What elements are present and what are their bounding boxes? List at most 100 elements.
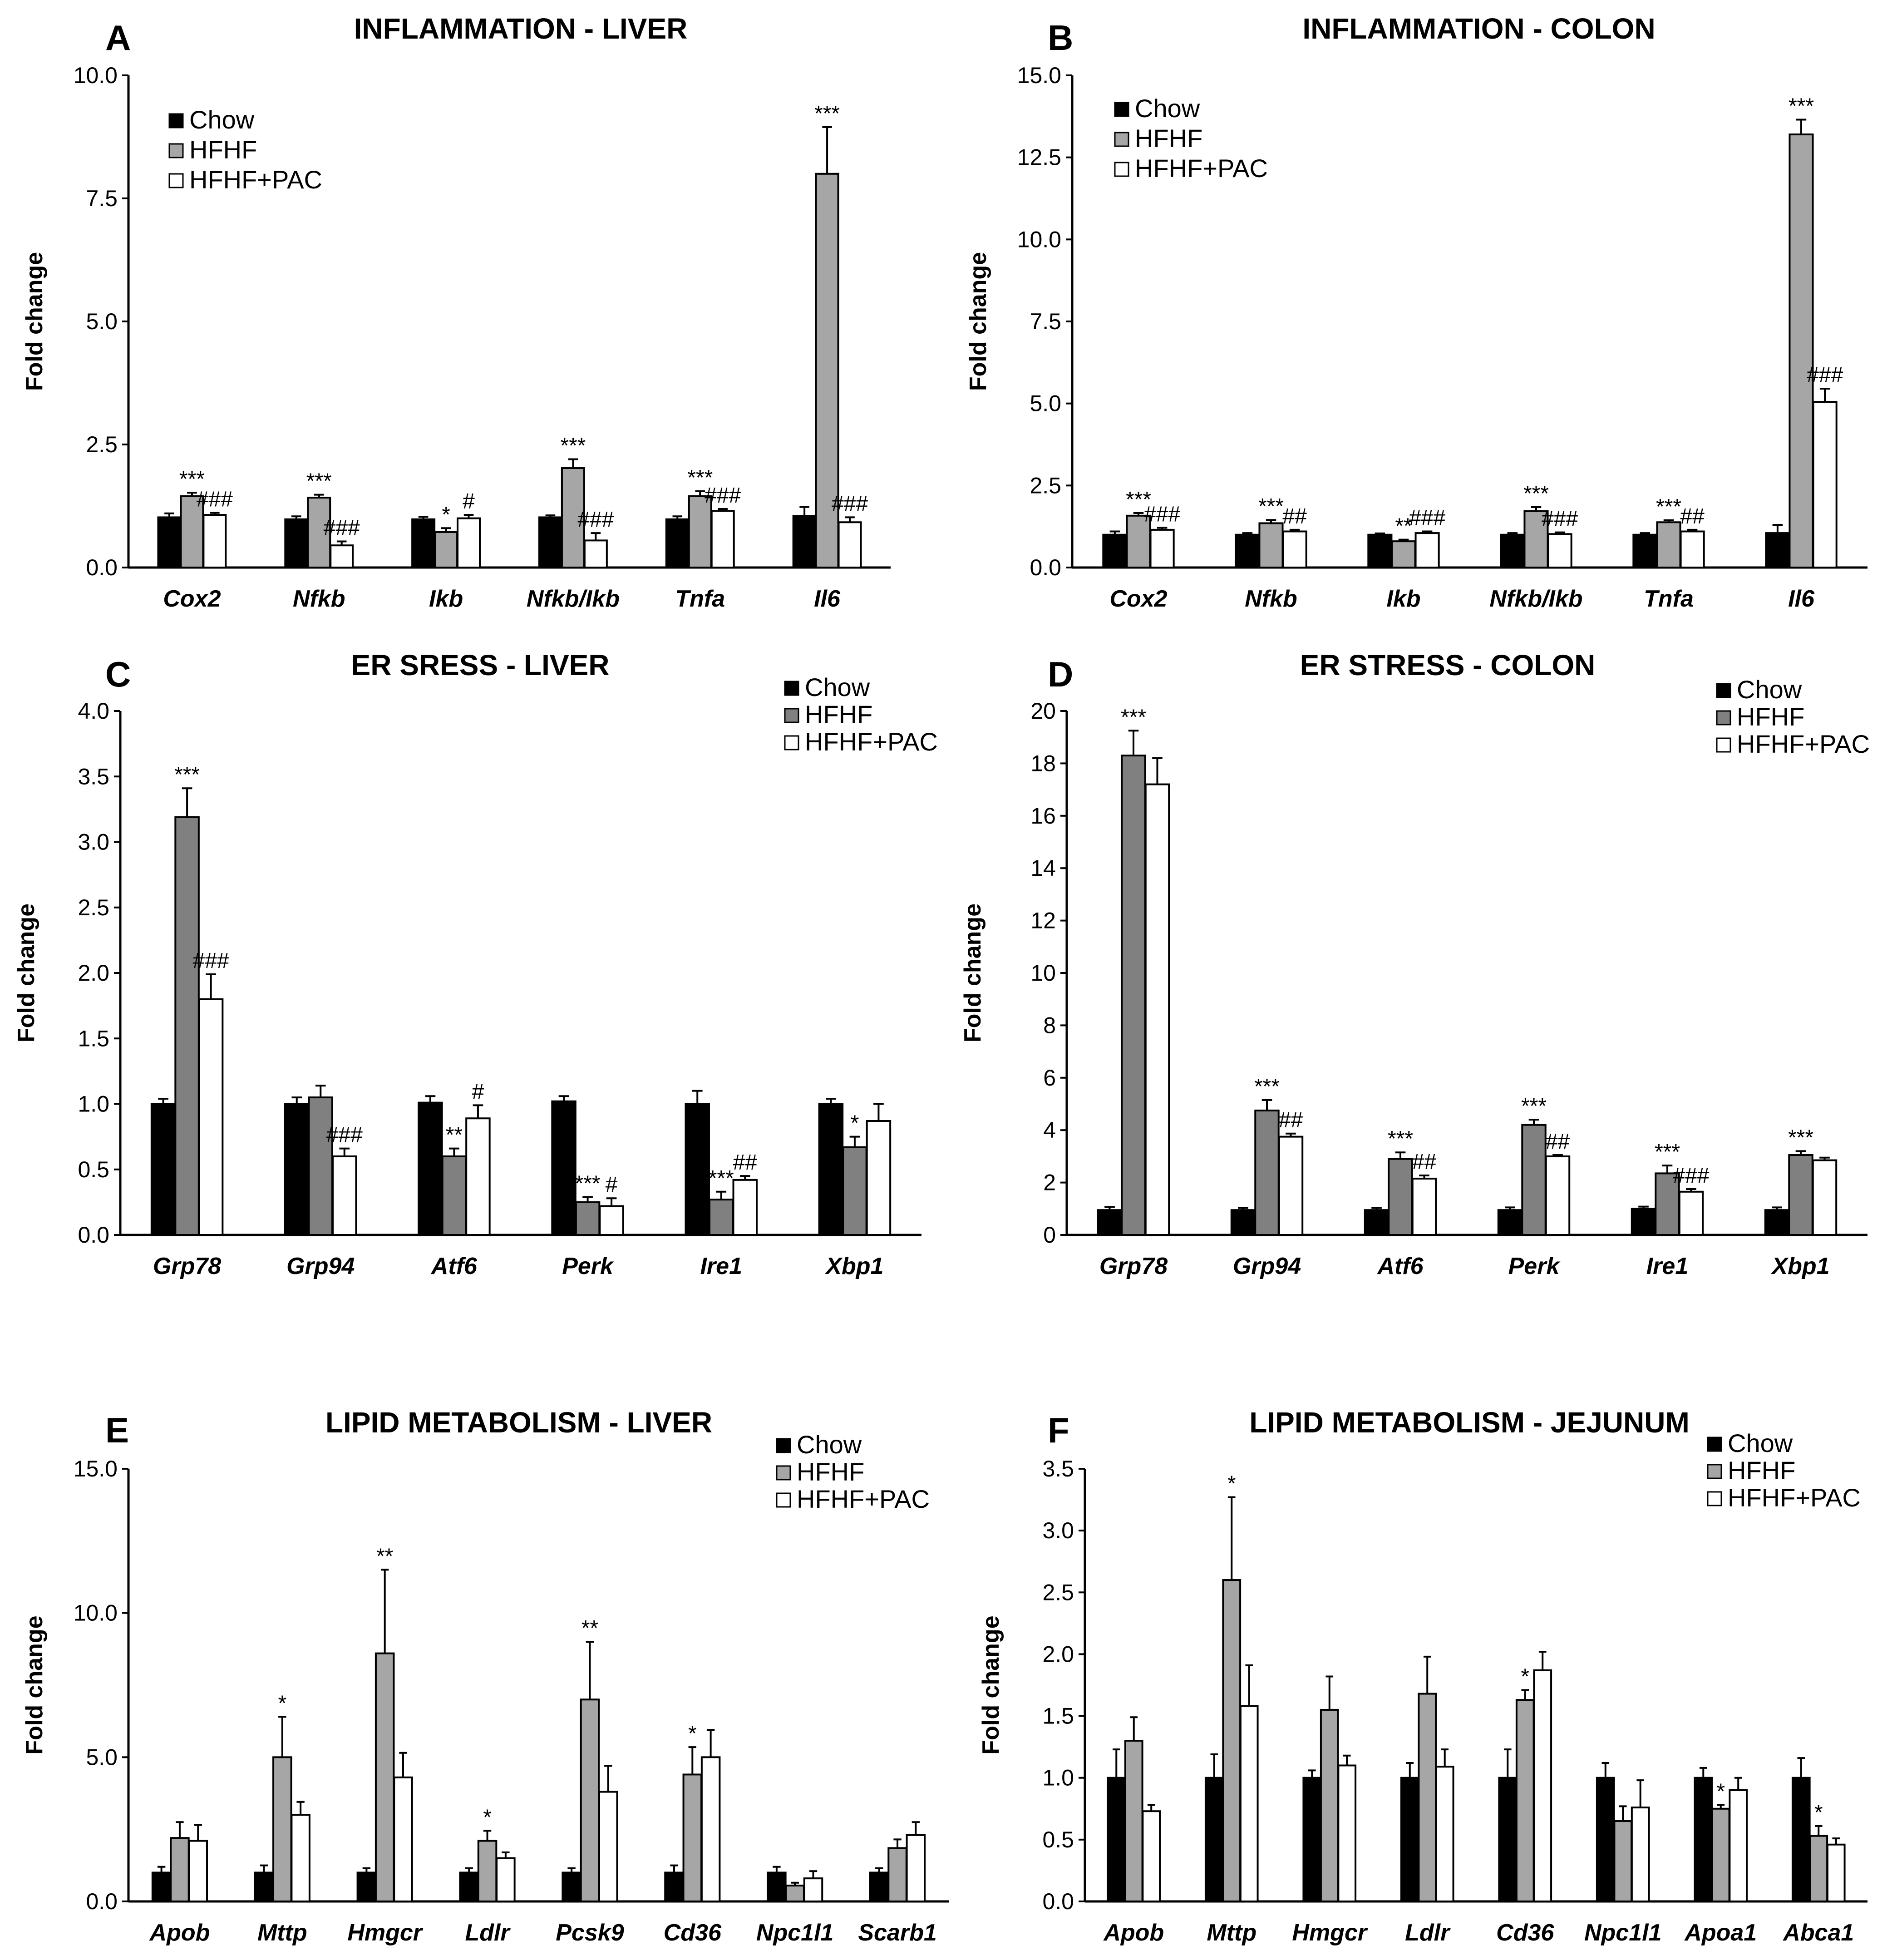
bar-E-chow-Hmgcr: [356, 1871, 377, 1903]
bar-E-chow-Mttp: [254, 1871, 274, 1903]
chart-title-C: ER SRESS - LIVER: [351, 649, 610, 681]
significance-label-E: *: [688, 1722, 697, 1746]
bar-B-pac-NfkbIkb: [1547, 533, 1572, 568]
significance-label-A: ###: [577, 508, 614, 532]
bar-E-chow-Npc1l1: [767, 1871, 787, 1903]
significance-label-A: ###: [832, 492, 868, 516]
bar-B-hfhf-Nfkb: [1258, 522, 1284, 568]
legend-swatch-F-chow: [1707, 1437, 1722, 1452]
y-tick-label-C: 1.0: [78, 1091, 109, 1117]
y-tick-label-C: 0.0: [78, 1222, 109, 1248]
y-tick-label-F: 1.0: [1042, 1765, 1074, 1791]
y-tick-label-D: 0: [1043, 1222, 1056, 1248]
bar-E-hfhf-Pcsk9: [580, 1698, 600, 1902]
significance-label-A: ***: [560, 434, 586, 458]
y-tick-label-B: 0.0: [1030, 555, 1061, 580]
significance-label-B: **: [1395, 514, 1412, 538]
bar-F-pac-Apoa1: [1729, 1789, 1748, 1903]
y-tick-label-B: 5.0: [1030, 391, 1061, 416]
significance-label-E: **: [581, 1616, 598, 1640]
bar-D-chow-Grp78: [1097, 1209, 1123, 1236]
y-tick-label-A: 10.0: [74, 63, 118, 88]
bar-F-chow-Hmgcr: [1302, 1777, 1322, 1903]
bar-D-hfhf-Xbp1: [1788, 1154, 1813, 1236]
category-label-F: Ldlr: [1405, 1920, 1451, 1946]
significance-label-B: ##: [1282, 504, 1307, 528]
category-label-B: Ikb: [1386, 586, 1420, 612]
y-tick-label-D: 16: [1030, 803, 1056, 829]
bar-A-pac-NfkbIkb: [583, 539, 608, 569]
bar-B-chow-Tnfa: [1632, 533, 1658, 568]
bar-B-pac-Cox2: [1149, 528, 1175, 568]
bar-A-chow-NfkbIkb: [538, 516, 562, 569]
bar-E-pac-Pcsk9: [598, 1791, 618, 1902]
category-label-F: Npc1l1: [1584, 1920, 1662, 1946]
y-tick-label-F: 3.0: [1042, 1518, 1074, 1543]
legend-swatch-C-chow: [784, 681, 799, 696]
significance-label-B: ***: [1656, 495, 1681, 519]
category-label-C: Grp94: [286, 1253, 355, 1279]
bar-E-chow-Scarb1: [869, 1871, 889, 1903]
bar-B-hfhf-Ikb: [1391, 540, 1416, 568]
bar-E-hfhf-Cd36: [682, 1773, 703, 1903]
bar-F-chow-Abca1: [1791, 1777, 1811, 1903]
bar-C-pac-Grp94: [332, 1155, 357, 1236]
bar-C-chow-Ire1: [685, 1103, 710, 1236]
category-label-C: Ire1: [700, 1253, 742, 1279]
y-tick-label-B: 10.0: [1017, 227, 1061, 252]
y-axis-title-B: Fold change: [965, 252, 991, 391]
legend-swatch-E-chow: [776, 1438, 791, 1453]
significance-label-C: ##: [733, 1150, 758, 1175]
bar-D-chow-Atf6: [1364, 1209, 1389, 1236]
bar-C-pac-Grp78: [198, 998, 224, 1236]
y-tick-label-F: 0.0: [1042, 1889, 1074, 1914]
bar-F-pac-Abca1: [1826, 1843, 1846, 1902]
y-tick-label-D: 10: [1030, 960, 1056, 986]
chart-title-A: INFLAMMATION - LIVER: [354, 12, 688, 45]
chart-title-B: INFLAMMATION - COLON: [1302, 12, 1655, 45]
category-label-F: Abca1: [1782, 1920, 1854, 1946]
bar-A-pac-Nfkb: [330, 544, 354, 568]
significance-label-D: ##: [1546, 1130, 1570, 1154]
significance-label-C: ***: [575, 1171, 601, 1195]
significance-label-C: ###: [326, 1123, 363, 1147]
y-tick-label-B: 12.5: [1017, 145, 1061, 170]
category-label-F: Cd36: [1496, 1920, 1554, 1946]
bar-B-hfhf-Tnfa: [1656, 521, 1681, 568]
y-tick-label-F: 2.5: [1042, 1580, 1074, 1605]
y-tick-label-F: 0.5: [1042, 1827, 1074, 1852]
bar-F-pac-Cd36: [1533, 1669, 1552, 1902]
significance-label-E: **: [376, 1544, 393, 1568]
bar-A-chow-Nfkb: [284, 518, 309, 568]
bar-E-pac-Ldlr: [496, 1857, 516, 1902]
bar-D-hfhf-Atf6: [1388, 1158, 1413, 1236]
significance-label-A: *: [442, 503, 450, 527]
category-label-D: Atf6: [1376, 1253, 1424, 1279]
y-tick-label-D: 8: [1043, 1012, 1056, 1038]
category-label-D: Grp78: [1099, 1253, 1168, 1279]
y-tick-label-E: 15.0: [74, 1456, 118, 1481]
significance-label-D: ***: [1655, 1140, 1680, 1164]
legend-label-A-chow: Chow: [189, 105, 255, 134]
y-tick-label-E: 0.0: [86, 1889, 118, 1914]
legend-label-C-chow: Chow: [805, 673, 870, 701]
bar-A-pac-Il6: [838, 521, 862, 568]
bar-E-hfhf-Hmgcr: [374, 1652, 395, 1902]
significance-label-D: ***: [1254, 1075, 1280, 1099]
y-tick-label-A: 7.5: [86, 186, 118, 211]
category-label-A: Cox2: [163, 586, 221, 612]
bar-B-pac-Tnfa: [1680, 530, 1705, 569]
bar-B-chow-NfkbIkb: [1500, 533, 1525, 568]
category-label-B: Il6: [1788, 586, 1815, 612]
category-label-E: Npc1l1: [756, 1920, 834, 1946]
bar-C-pac-Perk: [599, 1205, 624, 1236]
bar-F-hfhf-Apob: [1124, 1740, 1143, 1902]
significance-label-B: ###: [1542, 507, 1578, 531]
bar-F-hfhf-Apoa1: [1711, 1807, 1730, 1902]
bar-E-pac-Hmgcr: [393, 1776, 413, 1902]
bar-E-chow-Ldlr: [459, 1871, 479, 1903]
significance-label-B: ###: [1807, 363, 1843, 387]
bar-D-pac-Atf6: [1411, 1177, 1437, 1236]
bar-E-hfhf-Mttp: [272, 1756, 292, 1902]
legend-swatch-D-hfhf: [1716, 710, 1731, 726]
